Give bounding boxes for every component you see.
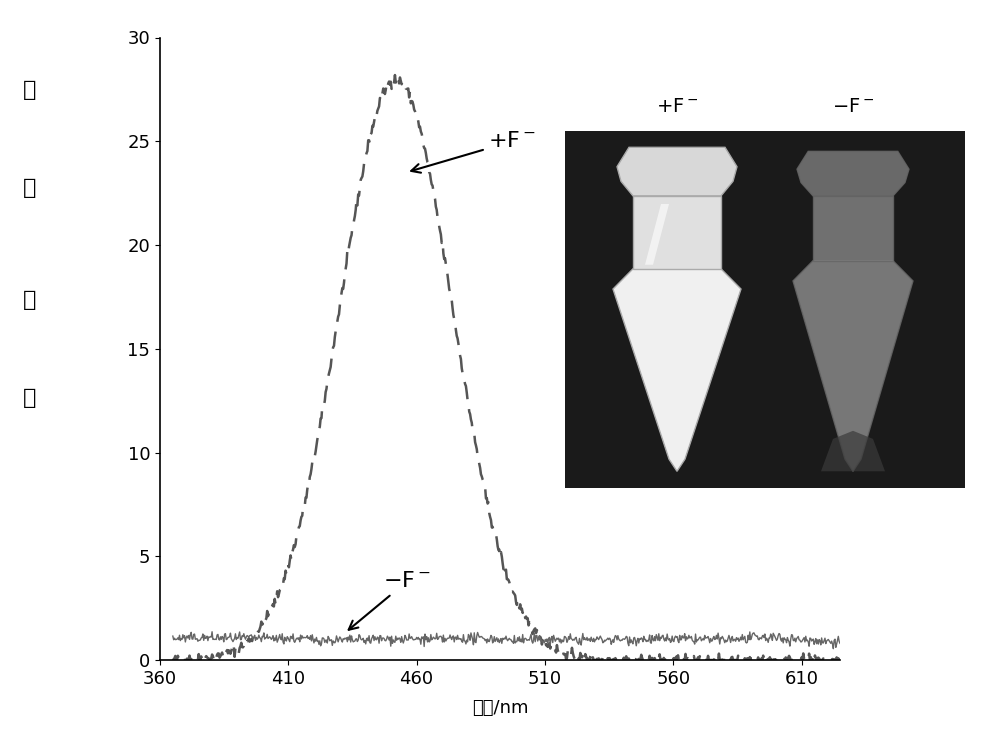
Text: $-$F$^-$: $-$F$^-$ — [349, 572, 431, 630]
FancyBboxPatch shape — [565, 131, 965, 488]
Polygon shape — [633, 196, 721, 268]
Polygon shape — [813, 196, 893, 261]
Text: 强: 强 — [23, 290, 37, 310]
Polygon shape — [821, 430, 885, 471]
Polygon shape — [613, 268, 741, 471]
Text: 度: 度 — [23, 388, 37, 407]
Polygon shape — [645, 204, 669, 265]
Text: 荧: 荧 — [23, 80, 37, 100]
Text: $-$F$^-$: $-$F$^-$ — [832, 98, 874, 116]
Polygon shape — [793, 261, 913, 471]
Polygon shape — [797, 152, 909, 196]
Text: 光: 光 — [23, 178, 37, 197]
Polygon shape — [617, 147, 737, 196]
X-axis label: 波长/nm: 波长/nm — [472, 699, 528, 717]
Text: +F$^-$: +F$^-$ — [411, 131, 536, 172]
Text: +F$^-$: +F$^-$ — [656, 98, 698, 116]
